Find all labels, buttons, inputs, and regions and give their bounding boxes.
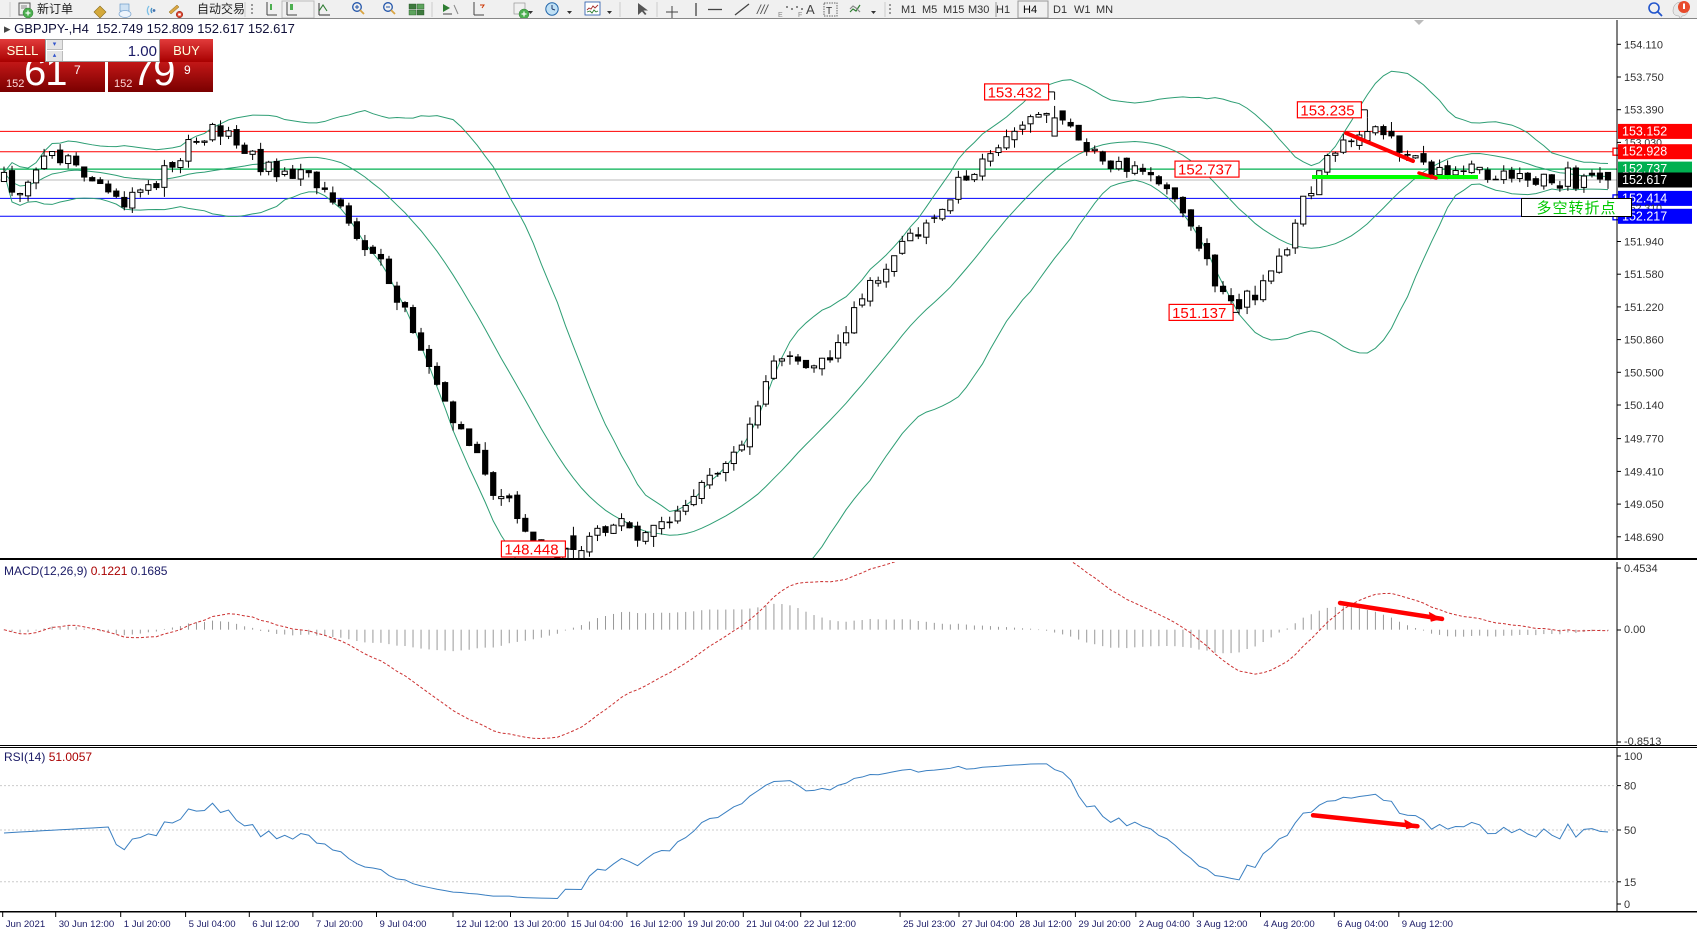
svg-text:H4: H4 bbox=[1023, 4, 1037, 16]
svg-text:M1: M1 bbox=[901, 4, 916, 16]
svg-text:150.140: 150.140 bbox=[1624, 400, 1664, 412]
svg-text:149.410: 149.410 bbox=[1624, 466, 1664, 478]
svg-text:3 Aug 12:00: 3 Aug 12:00 bbox=[1196, 919, 1247, 930]
svg-text:153.750: 153.750 bbox=[1624, 72, 1664, 84]
svg-text:///: /// bbox=[756, 2, 769, 17]
svg-text:25 Jul 23:00: 25 Jul 23:00 bbox=[903, 919, 955, 930]
svg-text:21 Jul 04:00: 21 Jul 04:00 bbox=[746, 919, 798, 930]
svg-text:0: 0 bbox=[1624, 899, 1630, 911]
svg-text:152.617: 152.617 bbox=[1622, 173, 1667, 187]
svg-text:153.235: 153.235 bbox=[1300, 102, 1354, 119]
svg-text:149.770: 149.770 bbox=[1624, 434, 1664, 446]
svg-text:H1: H1 bbox=[996, 4, 1010, 16]
svg-text:MN: MN bbox=[1096, 4, 1113, 16]
svg-text:16 Jul 12:00: 16 Jul 12:00 bbox=[630, 919, 682, 930]
svg-text:29 Jul 20:00: 29 Jul 20:00 bbox=[1078, 919, 1130, 930]
svg-text:6 Aug 04:00: 6 Aug 04:00 bbox=[1337, 919, 1388, 930]
svg-text:M15: M15 bbox=[943, 4, 964, 16]
svg-text:新订单: 新订单 bbox=[37, 1, 73, 16]
svg-text:28 Jul 12:00: 28 Jul 12:00 bbox=[1020, 919, 1072, 930]
svg-text:15 Jul 04:00: 15 Jul 04:00 bbox=[571, 919, 623, 930]
svg-text:15: 15 bbox=[1624, 877, 1636, 889]
svg-text:151.220: 151.220 bbox=[1624, 302, 1664, 314]
svg-text:149.050: 149.050 bbox=[1624, 499, 1664, 511]
svg-text:30 Jun 12:00: 30 Jun 12:00 bbox=[59, 919, 114, 930]
svg-text:153.432: 153.432 bbox=[988, 84, 1042, 101]
svg-text:13 Jul 20:00: 13 Jul 20:00 bbox=[514, 919, 566, 930]
svg-text:148.448: 148.448 bbox=[504, 542, 558, 559]
svg-text:9 Aug 12:00: 9 Aug 12:00 bbox=[1402, 919, 1453, 930]
svg-text:M30: M30 bbox=[968, 4, 989, 16]
svg-text:22 Jul 12:00: 22 Jul 12:00 bbox=[804, 919, 856, 930]
svg-text:Jun 2021: Jun 2021 bbox=[6, 919, 45, 930]
svg-text:2 Aug 04:00: 2 Aug 04:00 bbox=[1139, 919, 1190, 930]
svg-text:F: F bbox=[798, 12, 802, 19]
svg-text:12 Jul 12:00: 12 Jul 12:00 bbox=[456, 919, 508, 930]
svg-text:150.860: 150.860 bbox=[1624, 335, 1664, 347]
svg-text:100: 100 bbox=[1624, 751, 1642, 763]
svg-text:7 Jul 20:00: 7 Jul 20:00 bbox=[316, 919, 363, 930]
svg-text:154.110: 154.110 bbox=[1624, 39, 1663, 51]
svg-text:4 Aug 20:00: 4 Aug 20:00 bbox=[1264, 919, 1315, 930]
svg-text:-0.8513: -0.8513 bbox=[1624, 736, 1661, 748]
svg-text:自动交易: 自动交易 bbox=[197, 1, 245, 16]
svg-text:1 Jul 20:00: 1 Jul 20:00 bbox=[124, 919, 171, 930]
svg-text:E: E bbox=[778, 12, 783, 19]
svg-text:W1: W1 bbox=[1074, 4, 1091, 16]
svg-text:M5: M5 bbox=[922, 4, 937, 16]
svg-text:151.580: 151.580 bbox=[1624, 269, 1664, 281]
svg-text:0.00: 0.00 bbox=[1624, 624, 1645, 636]
svg-text:0.4534: 0.4534 bbox=[1624, 563, 1658, 575]
svg-text:A: A bbox=[806, 2, 815, 17]
svg-text:151.940: 151.940 bbox=[1624, 237, 1664, 249]
svg-text:151.137: 151.137 bbox=[1172, 305, 1226, 322]
svg-text:50: 50 bbox=[1624, 825, 1636, 837]
svg-text:9 Jul 04:00: 9 Jul 04:00 bbox=[380, 919, 427, 930]
svg-text:152.737: 152.737 bbox=[1178, 162, 1232, 179]
svg-text:152.928: 152.928 bbox=[1622, 145, 1667, 159]
svg-text:27 Jul 04:00: 27 Jul 04:00 bbox=[962, 919, 1014, 930]
svg-text:153.390: 153.390 bbox=[1624, 105, 1664, 117]
svg-text:T: T bbox=[826, 6, 832, 17]
svg-text:148.690: 148.690 bbox=[1624, 532, 1664, 544]
svg-text:D1: D1 bbox=[1053, 4, 1067, 16]
svg-text:19 Jul 20:00: 19 Jul 20:00 bbox=[687, 919, 739, 930]
svg-text:80: 80 bbox=[1624, 781, 1636, 793]
svg-text:150.500: 150.500 bbox=[1624, 367, 1664, 379]
svg-text:6 Jul 12:00: 6 Jul 12:00 bbox=[252, 919, 299, 930]
svg-text:5 Jul 04:00: 5 Jul 04:00 bbox=[189, 919, 236, 930]
